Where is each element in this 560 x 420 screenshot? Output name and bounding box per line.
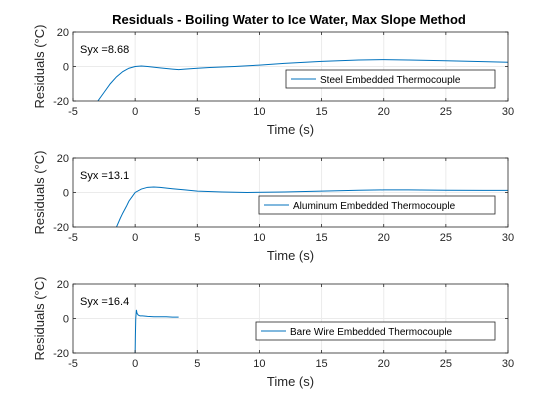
x-tick-label: -5 <box>68 106 78 118</box>
x-tick-label: 15 <box>315 232 327 244</box>
x-tick-label: 5 <box>194 232 200 244</box>
legend-box <box>258 195 496 215</box>
x-tick-label: 20 <box>378 106 390 118</box>
x-tick-label: 30 <box>502 106 514 118</box>
series-line <box>134 309 179 353</box>
syx-annotation: Syx =13.1 <box>80 170 129 182</box>
series-line <box>97 59 508 101</box>
y-axis-label: Residuals (°C) <box>32 25 47 109</box>
figure-title: Residuals - Boiling Water to Ice Water, … <box>112 12 466 27</box>
x-tick-label: 30 <box>502 358 514 370</box>
legend-box <box>285 69 496 89</box>
x-tick-label: 15 <box>315 106 327 118</box>
x-tick-label: 5 <box>194 106 200 118</box>
x-tick-label: 0 <box>132 106 138 118</box>
y-tick-label: 0 <box>63 62 69 74</box>
x-tick-label: 10 <box>253 106 265 118</box>
series-line <box>116 186 508 227</box>
x-tick-label: -5 <box>68 358 78 370</box>
subplots: -5 0 5 10 15 20 25 30 -20 0 20 Time (s) Residuals (°… <box>32 25 514 389</box>
legend-label: Steel Embedded Thermocouple <box>320 75 461 86</box>
y-tick-label: 0 <box>63 188 69 200</box>
x-tick-label: 20 <box>378 358 390 370</box>
x-tick-label: 10 <box>253 232 265 244</box>
legend-label: Bare Wire Embedded Thermocouple <box>290 327 453 338</box>
x-tick-label: 10 <box>253 358 265 370</box>
subplot-3: -5 0 5 10 15 20 25 30 -20 0 20 Time (s) Residuals (°… <box>32 277 514 389</box>
x-tick-label: 0 <box>132 358 138 370</box>
x-tick-label: 30 <box>502 232 514 244</box>
legend-label: Aluminum Embedded Thermocouple <box>293 201 456 212</box>
x-tick-label: 20 <box>378 232 390 244</box>
x-axis-label: Time (s) <box>267 248 314 263</box>
subplot-2: -5 0 5 10 15 20 25 30 -20 0 20 Time (s) Residuals (°… <box>32 151 514 263</box>
y-tick-label: -20 <box>53 348 69 360</box>
y-axis-label: Residuals (°C) <box>32 151 47 235</box>
y-tick-label: 20 <box>57 279 69 291</box>
legend-box <box>255 321 496 341</box>
syx-annotation: Syx =16.4 <box>80 296 129 308</box>
y-tick-label: -20 <box>53 222 69 234</box>
x-axis-label: Time (s) <box>267 374 314 389</box>
y-axis-label: Residuals (°C) <box>32 277 47 361</box>
subplot-1: -5 0 5 10 15 20 25 30 -20 0 20 Time (s) Residuals (°… <box>32 25 514 137</box>
y-tick-label: 20 <box>57 153 69 165</box>
x-tick-label: 0 <box>132 232 138 244</box>
y-tick-label: 20 <box>57 27 69 39</box>
x-tick-label: 25 <box>440 232 452 244</box>
x-tick-label: 25 <box>440 106 452 118</box>
y-tick-label: -20 <box>53 96 69 108</box>
y-tick-label: 0 <box>63 314 69 326</box>
x-tick-label: 25 <box>440 358 452 370</box>
x-tick-label: -5 <box>68 232 78 244</box>
x-tick-label: 5 <box>194 358 200 370</box>
syx-annotation: Syx =8.68 <box>80 44 129 56</box>
x-axis-label: Time (s) <box>267 122 314 137</box>
x-tick-label: 15 <box>315 358 327 370</box>
